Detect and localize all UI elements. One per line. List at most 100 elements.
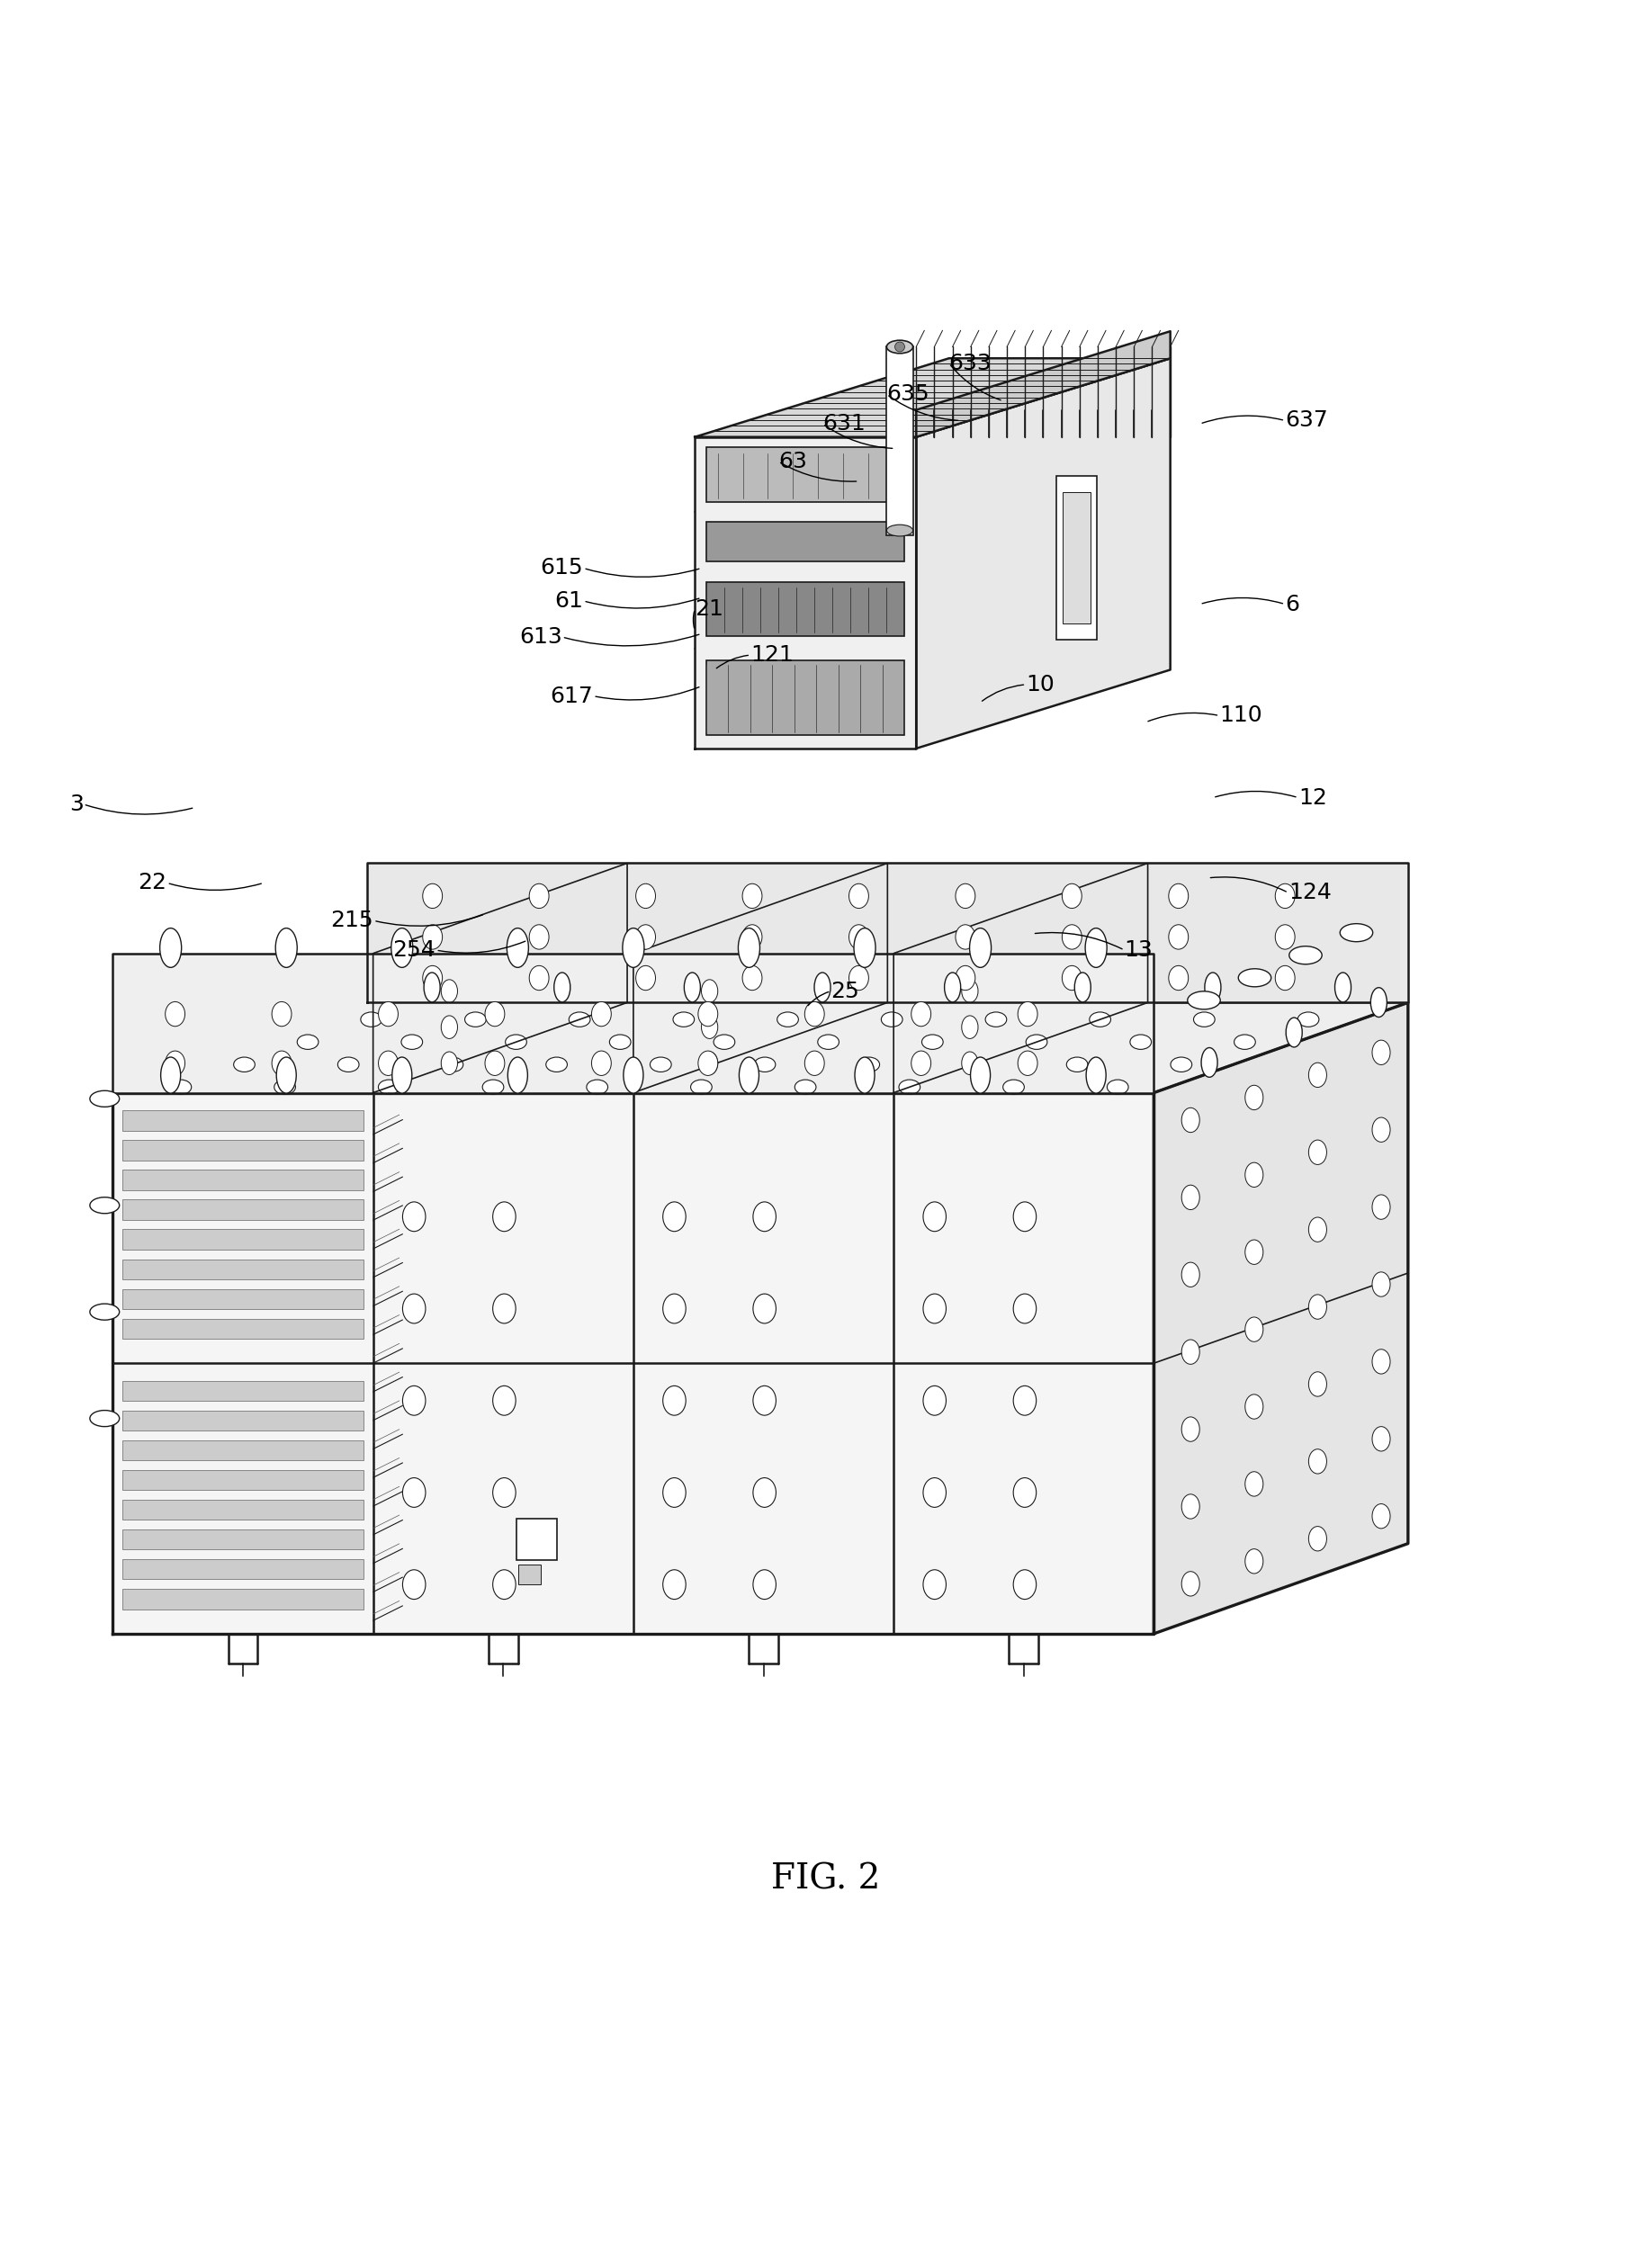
Text: 613: 613: [519, 626, 562, 648]
Ellipse shape: [274, 1080, 296, 1094]
Ellipse shape: [887, 340, 914, 353]
Ellipse shape: [506, 1035, 527, 1049]
Ellipse shape: [912, 1051, 932, 1076]
Ellipse shape: [955, 885, 975, 909]
Polygon shape: [367, 862, 1408, 1002]
Text: 635: 635: [887, 383, 930, 405]
Ellipse shape: [89, 1303, 119, 1319]
Ellipse shape: [1239, 968, 1270, 986]
Ellipse shape: [623, 1058, 643, 1094]
FancyBboxPatch shape: [122, 1531, 363, 1549]
Ellipse shape: [1193, 1013, 1214, 1026]
Ellipse shape: [1308, 1139, 1327, 1164]
Ellipse shape: [1373, 1504, 1391, 1528]
Ellipse shape: [805, 1051, 824, 1076]
Ellipse shape: [961, 1051, 978, 1074]
Ellipse shape: [89, 1411, 119, 1427]
Ellipse shape: [662, 1479, 686, 1508]
Ellipse shape: [1308, 1371, 1327, 1396]
Text: FIG. 2: FIG. 2: [771, 1864, 881, 1895]
FancyBboxPatch shape: [1062, 493, 1090, 624]
Ellipse shape: [165, 1002, 185, 1026]
Ellipse shape: [1289, 945, 1322, 963]
Ellipse shape: [507, 1058, 527, 1094]
Ellipse shape: [923, 1202, 947, 1231]
Polygon shape: [112, 1092, 1153, 1634]
Ellipse shape: [1062, 885, 1082, 909]
Ellipse shape: [441, 1058, 463, 1071]
Ellipse shape: [753, 1387, 776, 1416]
Ellipse shape: [1371, 988, 1388, 1017]
Ellipse shape: [1181, 1416, 1199, 1441]
Ellipse shape: [955, 925, 975, 950]
Ellipse shape: [591, 1051, 611, 1076]
Ellipse shape: [1275, 925, 1295, 950]
Ellipse shape: [1204, 972, 1221, 1002]
Text: 633: 633: [948, 353, 991, 374]
Ellipse shape: [378, 1002, 398, 1026]
Ellipse shape: [753, 1479, 776, 1508]
Ellipse shape: [1373, 1272, 1391, 1297]
Ellipse shape: [1188, 990, 1221, 1008]
Ellipse shape: [1285, 1017, 1302, 1047]
Ellipse shape: [849, 885, 869, 909]
Text: 61: 61: [555, 590, 583, 612]
Ellipse shape: [1089, 1013, 1110, 1026]
Text: 615: 615: [540, 558, 583, 579]
Ellipse shape: [859, 1058, 879, 1071]
Ellipse shape: [1085, 1058, 1105, 1094]
FancyBboxPatch shape: [887, 347, 914, 536]
Ellipse shape: [1308, 1450, 1327, 1474]
Ellipse shape: [1168, 966, 1188, 990]
Ellipse shape: [1171, 1058, 1191, 1071]
Text: 254: 254: [393, 939, 436, 961]
Ellipse shape: [545, 1058, 567, 1071]
Ellipse shape: [699, 1051, 717, 1076]
Ellipse shape: [160, 1058, 180, 1094]
Ellipse shape: [1246, 1317, 1264, 1342]
Ellipse shape: [273, 1002, 291, 1026]
Ellipse shape: [233, 1058, 254, 1071]
Ellipse shape: [486, 1002, 504, 1026]
FancyBboxPatch shape: [707, 583, 905, 635]
Ellipse shape: [423, 885, 443, 909]
Ellipse shape: [854, 927, 876, 968]
Ellipse shape: [1013, 1202, 1036, 1231]
Ellipse shape: [1298, 1013, 1318, 1026]
Ellipse shape: [742, 885, 762, 909]
Ellipse shape: [738, 927, 760, 968]
Ellipse shape: [1062, 925, 1082, 950]
Ellipse shape: [492, 1569, 515, 1598]
Ellipse shape: [1013, 1387, 1036, 1416]
Ellipse shape: [276, 927, 297, 968]
Ellipse shape: [755, 1058, 775, 1071]
Ellipse shape: [1181, 1107, 1199, 1132]
Ellipse shape: [1373, 1195, 1391, 1220]
FancyBboxPatch shape: [122, 1382, 363, 1400]
Ellipse shape: [961, 1015, 978, 1038]
Ellipse shape: [776, 1013, 798, 1026]
Ellipse shape: [970, 1058, 990, 1094]
Ellipse shape: [378, 1051, 398, 1076]
Ellipse shape: [753, 1202, 776, 1231]
Text: 6: 6: [1285, 594, 1300, 615]
Ellipse shape: [1275, 885, 1295, 909]
FancyBboxPatch shape: [122, 1411, 363, 1432]
Ellipse shape: [1003, 1080, 1024, 1094]
Ellipse shape: [89, 1198, 119, 1213]
Ellipse shape: [887, 524, 914, 536]
Polygon shape: [112, 1002, 1408, 1092]
Ellipse shape: [742, 925, 762, 950]
Polygon shape: [633, 862, 887, 1092]
Text: 63: 63: [778, 450, 808, 473]
Ellipse shape: [1234, 1035, 1256, 1049]
Ellipse shape: [963, 1058, 983, 1071]
Ellipse shape: [423, 925, 443, 950]
Ellipse shape: [702, 1015, 717, 1038]
FancyBboxPatch shape: [517, 1564, 540, 1585]
Ellipse shape: [1168, 885, 1188, 909]
FancyBboxPatch shape: [122, 1141, 363, 1159]
Ellipse shape: [1181, 1184, 1199, 1209]
Ellipse shape: [1246, 1393, 1264, 1418]
Ellipse shape: [923, 1294, 947, 1324]
